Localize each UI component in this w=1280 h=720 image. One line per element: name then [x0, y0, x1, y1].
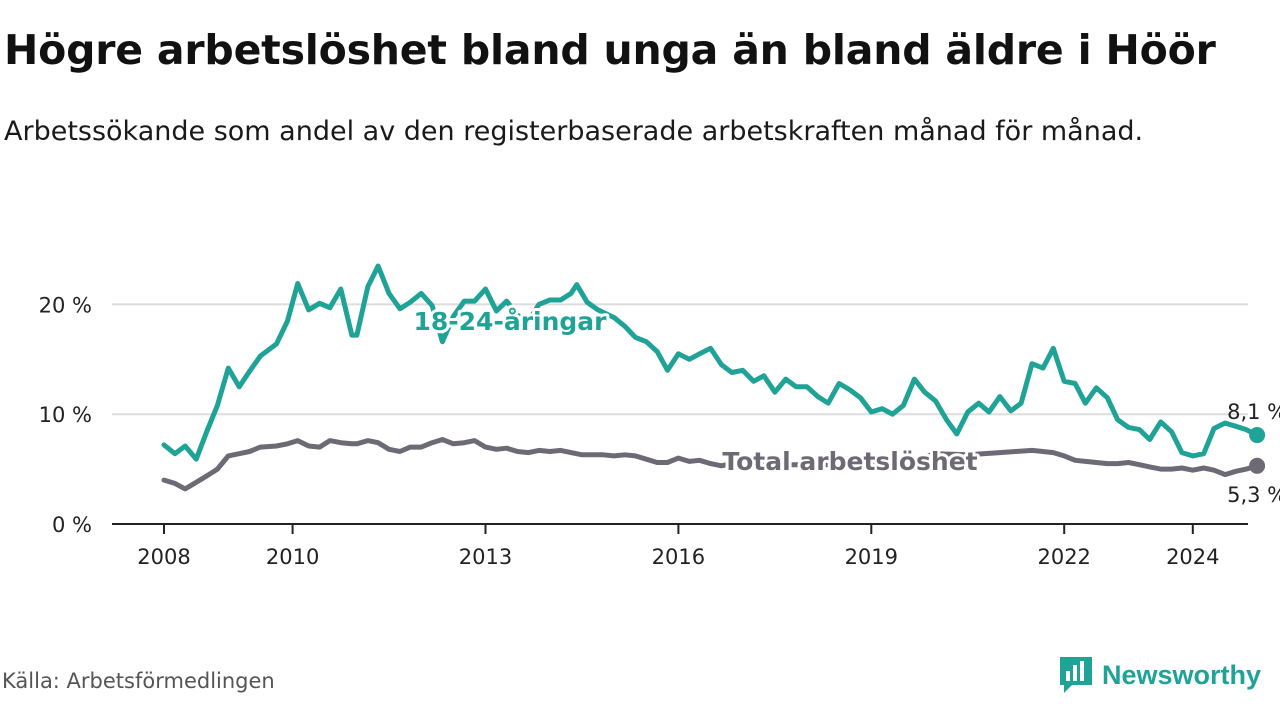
youth-unemployment-end-point: [1249, 427, 1266, 444]
chart-title: Högre arbetslöshet bland unga än bland ä…: [4, 26, 1216, 74]
chart-subtitle: Arbetssökande som andel av den registerb…: [4, 116, 1144, 147]
bar-chart-logo-icon: [1060, 657, 1092, 693]
y-tick-label: 20 %: [39, 293, 92, 317]
youth-end-value: 8,1 %: [1227, 400, 1280, 424]
x-tick-label: 2016: [652, 545, 705, 569]
brand-name: Newsworthy: [1102, 659, 1262, 690]
youth-series-label: 18-24-åringar: [414, 307, 608, 336]
youth-unemployment-line: [161, 263, 1260, 462]
x-tick-label: 2024: [1166, 545, 1219, 569]
x-tick-label: 2008: [137, 545, 190, 569]
series-labels: 18-24-åringar Total arbetslöshet 8,1 % 5,3 …: [411, 304, 1280, 507]
brand-logo: Newsworthy: [1058, 654, 1261, 696]
x-tick-label: 2010: [266, 545, 319, 569]
total-end-value: 5,3 %: [1227, 483, 1280, 507]
total-unemployment-line: [161, 437, 1260, 492]
x-axis: 2008 2010 2013 2016 2019 2022 2024: [112, 523, 1248, 569]
total-series-label: Total arbetslöshet: [722, 447, 977, 476]
x-tick-label: 2022: [1037, 545, 1090, 569]
y-tick-label: 10 %: [39, 403, 92, 427]
x-tick-label: 2013: [459, 545, 512, 569]
y-tick-label: 0 %: [52, 513, 92, 537]
series-lines: [161, 263, 1266, 492]
x-tick-label: 2019: [845, 545, 898, 569]
source-note: Källa: Arbetsförmedlingen: [2, 669, 275, 693]
gridlines: [112, 303, 1248, 416]
y-axis-labels: 0 % 10 % 20 %: [39, 293, 92, 537]
total-unemployment-end-point: [1249, 457, 1266, 474]
